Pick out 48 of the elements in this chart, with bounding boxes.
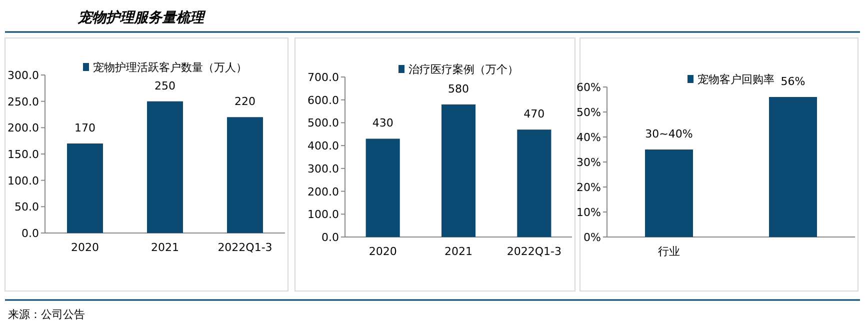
y-tick-label: 700.0 bbox=[308, 71, 339, 84]
y-tick-label: 40% bbox=[576, 131, 601, 144]
y-tick-label: 100.0 bbox=[8, 174, 39, 188]
y-tick-label: 300.0 bbox=[8, 69, 39, 82]
y-tick-label: 600.0 bbox=[308, 94, 339, 107]
data-label: 430 bbox=[372, 116, 394, 130]
y-tick-label: 500.0 bbox=[308, 116, 339, 130]
data-label: 470 bbox=[524, 108, 545, 121]
y-tick-label: 30% bbox=[576, 156, 601, 169]
x-tick-label: 行业 bbox=[658, 245, 680, 258]
y-tick-label: 50.0 bbox=[14, 200, 39, 214]
y-tick-label: 0% bbox=[584, 231, 601, 244]
y-tick-label: 0.0 bbox=[322, 231, 339, 244]
legend-label: 治疗医疗案例（万个） bbox=[408, 63, 518, 76]
y-tick-label: 100.0 bbox=[308, 208, 339, 222]
y-tick-label: 250.0 bbox=[8, 95, 39, 108]
y-tick-label: 10% bbox=[576, 206, 601, 219]
annotation: 30~40% bbox=[645, 128, 693, 140]
data-label: 250 bbox=[154, 79, 176, 92]
data-label: 220 bbox=[234, 95, 256, 108]
x-tick-label: 2020 bbox=[368, 245, 397, 258]
data-label: 580 bbox=[448, 82, 469, 96]
data-label: 56% bbox=[780, 75, 806, 88]
x-tick-label: 2022Q1-3 bbox=[218, 241, 272, 254]
x-tick-label: 2020 bbox=[71, 241, 99, 254]
source-note: 来源：公司公告 bbox=[8, 308, 85, 321]
y-tick-label: 200.0 bbox=[8, 122, 39, 135]
bar bbox=[227, 117, 263, 233]
bar bbox=[147, 101, 183, 233]
legend-label: 宠物护理活跃客户数量（万人） bbox=[93, 61, 247, 74]
bar bbox=[67, 143, 103, 233]
y-tick-label: 50% bbox=[576, 106, 601, 119]
data-label: 170 bbox=[74, 121, 96, 134]
y-tick-label: 20% bbox=[576, 181, 601, 194]
y-tick-label: 400.0 bbox=[308, 140, 339, 153]
x-tick-label: 2022Q1-3 bbox=[506, 245, 562, 258]
y-tick-label: 60% bbox=[576, 81, 601, 94]
x-tick-label: 2021 bbox=[151, 241, 179, 254]
y-tick-label: 300.0 bbox=[308, 162, 339, 176]
y-tick-label: 200.0 bbox=[308, 185, 339, 198]
x-tick-label: 2021 bbox=[444, 245, 472, 258]
bar bbox=[366, 138, 400, 237]
y-tick-label: 150.0 bbox=[8, 148, 39, 161]
bar bbox=[441, 104, 476, 237]
y-tick-label: 0.0 bbox=[22, 227, 39, 240]
legend-label: 宠物客户回购率 bbox=[698, 73, 774, 86]
bar bbox=[517, 130, 552, 237]
text: 宠物护理服务量梳理 bbox=[77, 9, 206, 26]
